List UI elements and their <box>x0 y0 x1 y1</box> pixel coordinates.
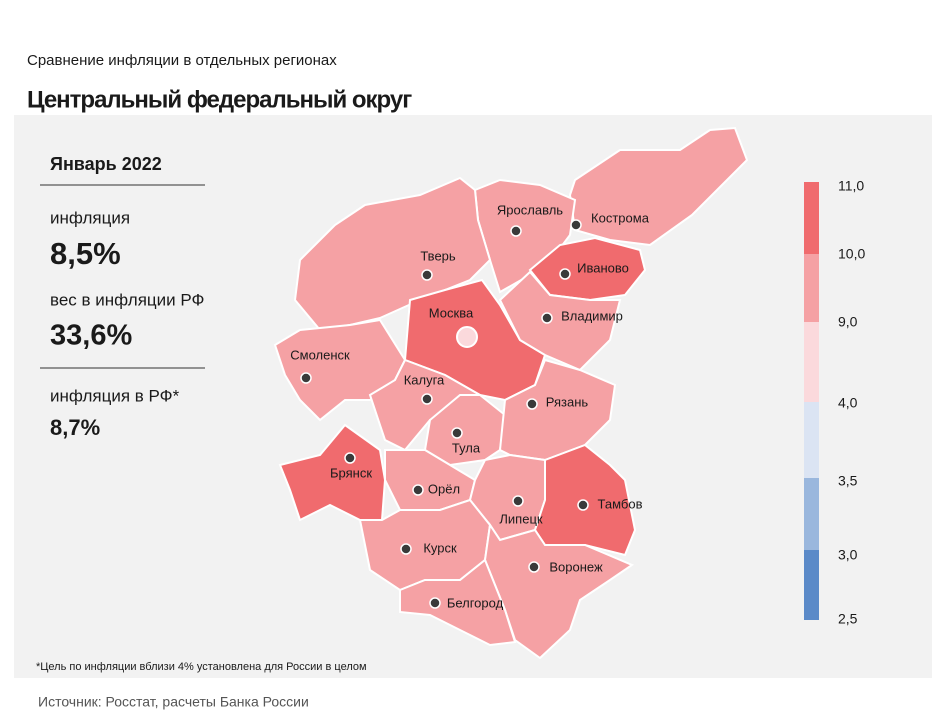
region-label: Тула <box>452 440 481 455</box>
region-label: Белгород <box>447 595 504 610</box>
region <box>399 558 517 647</box>
region-label: Иваново <box>577 260 629 275</box>
city-marker <box>541 312 553 324</box>
legend-band <box>804 322 819 402</box>
legend-label: 3,5 <box>838 473 858 489</box>
region-label: Тверь <box>420 248 456 263</box>
region <box>483 522 635 660</box>
legend-label: 9,0 <box>838 314 858 330</box>
legend-label: 4,0 <box>838 395 858 411</box>
footnote: *Цель по инфляции вблизи 4% установлена … <box>36 661 367 673</box>
weight-value: 33,6% <box>50 320 132 352</box>
city-marker <box>577 499 589 511</box>
legend: 11,0 10,0 9,0 4,0 3,5 3,0 2,5 <box>804 178 865 627</box>
region-label: Владимир <box>561 308 623 323</box>
city-marker <box>570 219 582 231</box>
legend-band <box>804 182 819 254</box>
region-label: Орёл <box>428 481 460 496</box>
region-label: Тамбов <box>598 496 643 511</box>
city-marker <box>421 393 433 405</box>
city-marker <box>429 597 441 609</box>
legend-band <box>804 478 819 550</box>
region-label: Ярославль <box>497 202 563 217</box>
region-label: Брянск <box>330 465 372 480</box>
city-marker <box>526 398 538 410</box>
region-label: Курск <box>423 540 457 555</box>
legend-band <box>804 550 819 620</box>
source: Источник: Росстат, расчеты Банка России <box>38 694 309 710</box>
region-label: Калуга <box>404 372 445 387</box>
city-marker <box>412 484 424 496</box>
city-marker <box>512 495 524 507</box>
inflation-label: инфляция <box>50 208 130 227</box>
region <box>498 358 617 462</box>
region-label: Воронеж <box>549 559 603 574</box>
legend-label: 3,0 <box>838 547 858 563</box>
inflation-value: 8,5% <box>50 236 121 271</box>
legend-label: 2,5 <box>838 611 858 627</box>
weight-label: вес в инфляции РФ <box>50 290 204 309</box>
city-marker <box>528 561 540 573</box>
title: Центральный федеральный округ <box>27 86 412 113</box>
region-label: Кострома <box>591 210 650 225</box>
region-label: Липецк <box>499 511 543 526</box>
region-label: Смоленск <box>290 347 350 362</box>
city-marker <box>421 269 433 281</box>
city-marker <box>300 372 312 384</box>
legend-band <box>804 254 819 322</box>
rf-value: 8,7% <box>50 415 100 440</box>
city-marker <box>400 543 412 555</box>
region-label: Рязань <box>546 394 589 409</box>
legend-label: 11,0 <box>838 178 864 194</box>
city-marker <box>451 427 463 439</box>
rf-label: инфляция в РФ* <box>50 386 180 405</box>
city-marker <box>559 268 571 280</box>
city-marker <box>344 452 356 464</box>
capital-marker <box>456 326 478 348</box>
subtitle: Сравнение инфляции в отдельных регионах <box>27 52 337 69</box>
legend-band <box>804 402 819 478</box>
region-label: Москва <box>429 305 474 320</box>
region <box>498 270 622 372</box>
legend-label: 10,0 <box>838 246 865 262</box>
period: Январь 2022 <box>50 154 162 174</box>
city-marker <box>510 225 522 237</box>
map: Кострома Ярославль Тверь Иваново Москва Влади… <box>273 126 749 660</box>
